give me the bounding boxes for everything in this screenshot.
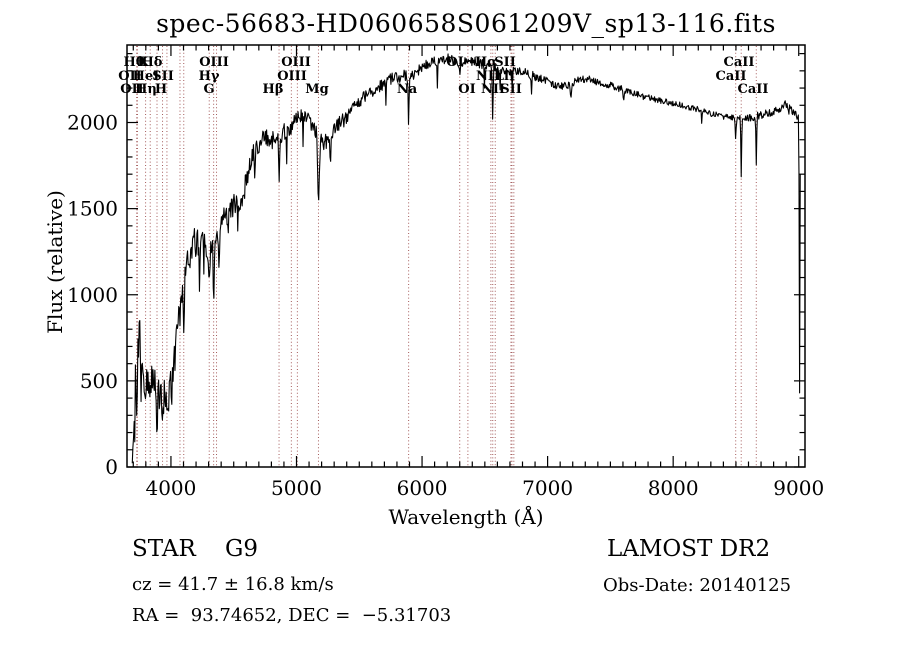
svg-text:SII: SII <box>500 82 522 97</box>
svg-text:0: 0 <box>105 455 118 479</box>
ra-dec-label: RA = 93.74652, DEC = −5.31703 <box>132 605 452 626</box>
tick-labels: 4000 5000 6000 7000 8000 9000 0 500 1000 1500 2000 <box>67 111 824 500</box>
svg-text:1000: 1000 <box>67 283 118 307</box>
svg-text:Hη: Hη <box>135 82 157 97</box>
svg-text:Hθ: Hθ <box>124 55 145 70</box>
svg-text:OII: OII <box>118 69 142 84</box>
svg-text:OIII: OIII <box>199 55 229 70</box>
svg-text:Mg: Mg <box>305 82 328 97</box>
svg-text:Hβ: Hβ <box>263 82 284 97</box>
survey-label: LAMOST DR2 <box>607 536 771 562</box>
svg-text:HeI: HeI <box>133 69 160 84</box>
svg-text:Hγ: Hγ <box>199 69 220 84</box>
svg-text:500: 500 <box>80 369 118 393</box>
line-markers <box>136 46 757 466</box>
svg-text:NII: NII <box>481 82 505 97</box>
svg-text:OI: OI <box>458 82 475 97</box>
spectrum-curve <box>131 53 801 464</box>
y-axis-title: Flux (relative) <box>43 190 67 334</box>
cz-value-label: cz = 41.7 ± 16.8 km/s <box>132 574 334 595</box>
svg-text:OI: OI <box>446 55 463 70</box>
svg-text:OIII: OIII <box>281 55 311 70</box>
svg-text:LiI: LiI <box>495 69 515 84</box>
svg-text:8000: 8000 <box>648 476 699 500</box>
plot-frame <box>126 44 806 468</box>
svg-text:SII: SII <box>494 55 516 70</box>
svg-text:Hδ: Hδ <box>142 55 163 70</box>
svg-text:Na: Na <box>397 82 418 97</box>
svg-text:CaII: CaII <box>716 69 747 84</box>
object-class-label: STAR G9 <box>132 536 259 562</box>
svg-text:H: H <box>155 82 167 97</box>
obs-date-label: Obs-Date: 20140125 <box>603 575 792 596</box>
svg-text:K: K <box>137 55 149 70</box>
svg-text:SII: SII <box>152 69 174 84</box>
svg-text:NII: NII <box>476 69 500 84</box>
x-axis-title: Wavelength (Å) <box>388 505 544 529</box>
axis-ticks <box>127 45 805 468</box>
spectrum-plot: 4000 5000 6000 7000 8000 9000 0 500 1000 1500 2000… <box>67 44 824 500</box>
svg-text:9000: 9000 <box>773 476 824 500</box>
svg-text:CaII: CaII <box>724 55 755 70</box>
svg-text:2000: 2000 <box>67 111 118 135</box>
svg-text:G: G <box>203 82 214 97</box>
svg-text:OII: OII <box>120 82 144 97</box>
svg-text:7000: 7000 <box>522 476 573 500</box>
svg-text:CaII: CaII <box>738 82 769 97</box>
svg-text:5000: 5000 <box>271 476 322 500</box>
svg-text:OIII: OIII <box>277 69 307 84</box>
svg-text:1500: 1500 <box>67 197 118 221</box>
svg-text:Hα: Hα <box>475 55 497 70</box>
svg-text:4000: 4000 <box>145 476 196 500</box>
figure-title: spec-56683-HD060658S061209V_sp13-116.fit… <box>156 9 776 38</box>
svg-text:6000: 6000 <box>397 476 448 500</box>
